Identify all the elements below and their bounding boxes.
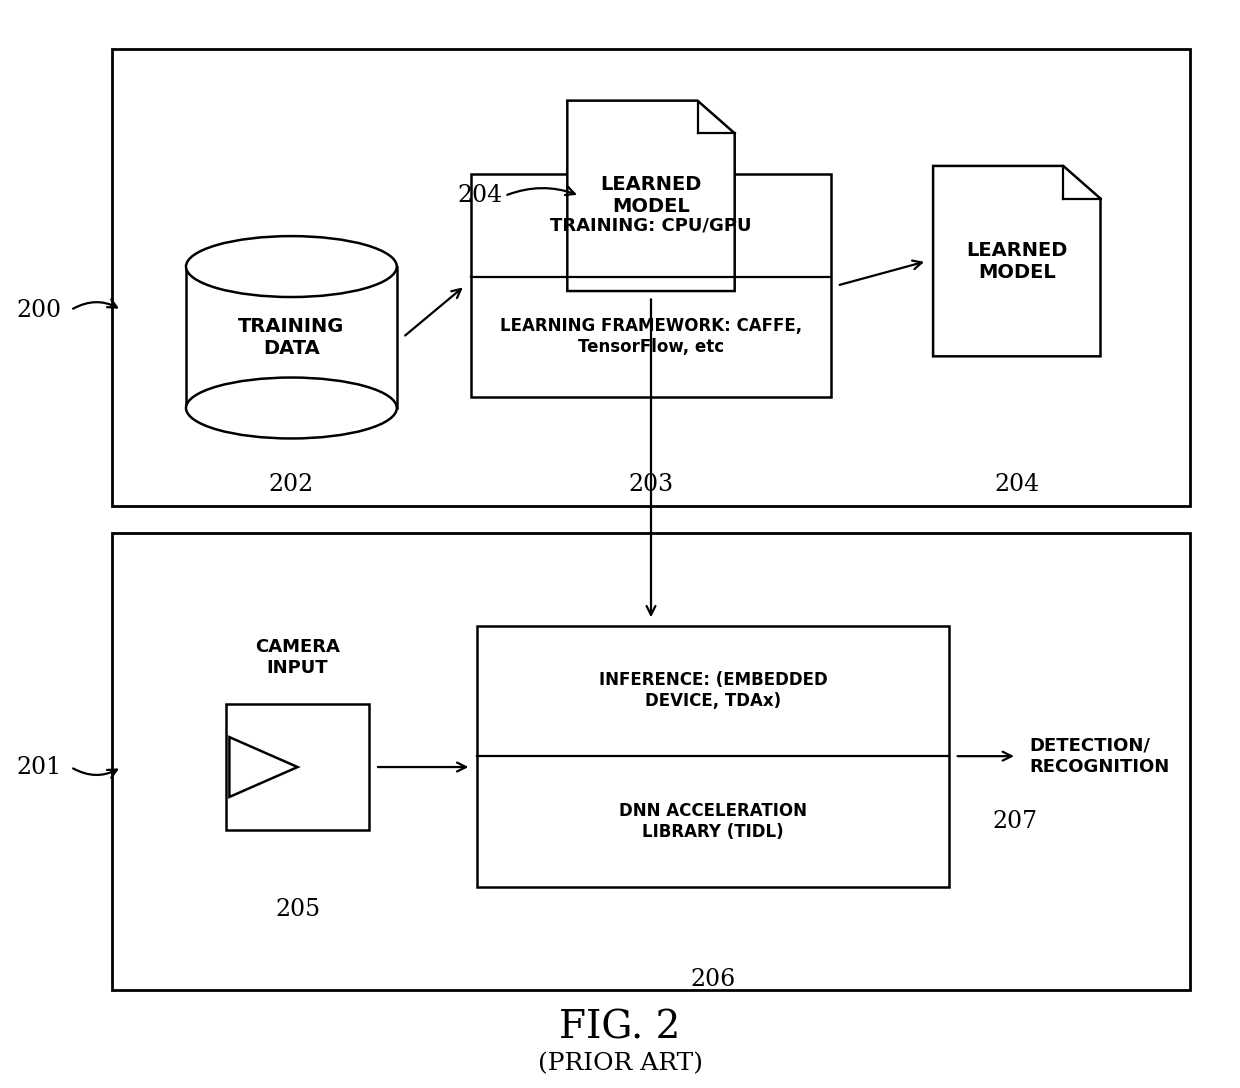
Text: LEARNED
MODEL: LEARNED MODEL [966, 240, 1068, 282]
Ellipse shape [186, 236, 397, 297]
Text: TRAINING: CPU/GPU: TRAINING: CPU/GPU [551, 217, 751, 234]
Polygon shape [229, 738, 298, 796]
Text: 203: 203 [629, 473, 673, 496]
FancyBboxPatch shape [471, 174, 831, 397]
FancyBboxPatch shape [226, 705, 370, 829]
Text: 206: 206 [691, 968, 735, 991]
FancyBboxPatch shape [112, 49, 1190, 506]
Text: 204: 204 [458, 184, 502, 208]
Polygon shape [932, 166, 1101, 357]
Text: INFERENCE: (EMBEDDED
DEVICE, TDAx): INFERENCE: (EMBEDDED DEVICE, TDAx) [599, 671, 827, 710]
Bar [186, 267, 397, 408]
Text: 200: 200 [17, 298, 62, 322]
Text: (PRIOR ART): (PRIOR ART) [537, 1052, 703, 1076]
Ellipse shape [186, 378, 397, 438]
Text: 205: 205 [275, 898, 320, 920]
Text: TRAINING
DATA: TRAINING DATA [238, 317, 345, 358]
Text: 204: 204 [994, 473, 1039, 496]
FancyBboxPatch shape [112, 533, 1190, 990]
Text: DNN ACCELERATION
LIBRARY (TIDL): DNN ACCELERATION LIBRARY (TIDL) [619, 802, 807, 841]
Text: DETECTION/
RECOGNITION: DETECTION/ RECOGNITION [1029, 737, 1169, 776]
Text: 201: 201 [17, 755, 62, 779]
FancyBboxPatch shape [477, 626, 949, 887]
Text: LEARNING FRAMEWORK: CAFFE,
TensorFlow, etc: LEARNING FRAMEWORK: CAFFE, TensorFlow, e… [500, 318, 802, 356]
Text: CAMERA
INPUT: CAMERA INPUT [255, 639, 340, 677]
Text: LEARNED
MODEL: LEARNED MODEL [600, 175, 702, 217]
Polygon shape [568, 101, 734, 292]
Text: 207: 207 [992, 809, 1037, 833]
Text: FIG. 2: FIG. 2 [559, 1010, 681, 1047]
Text: 202: 202 [269, 473, 314, 496]
